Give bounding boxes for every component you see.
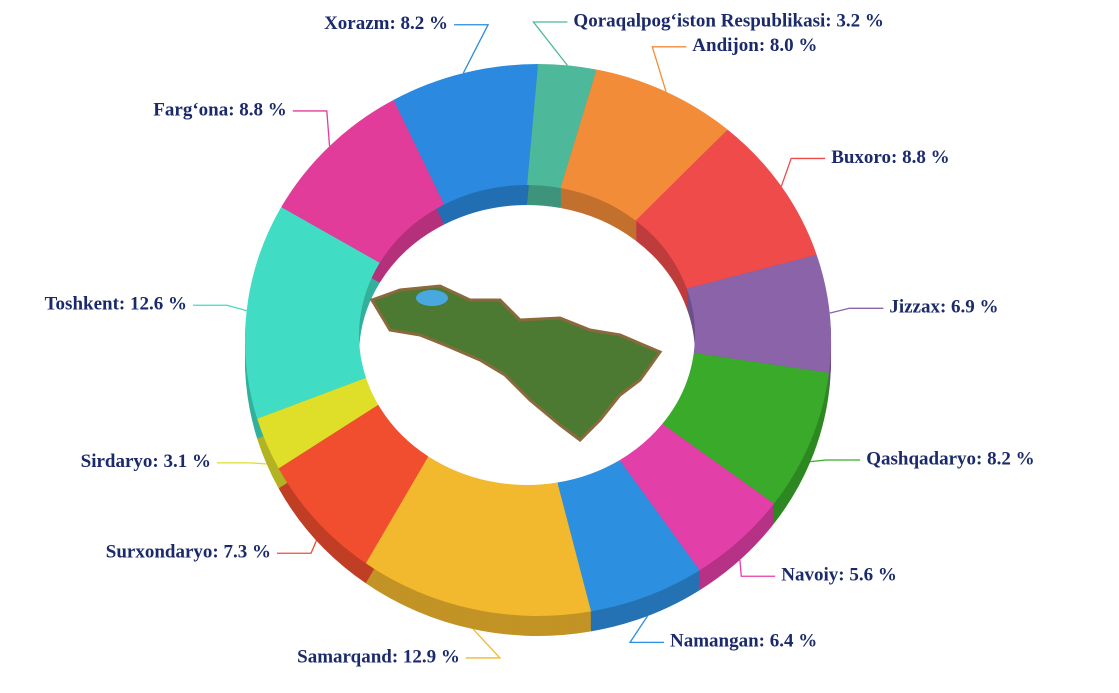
slice bbox=[365, 456, 592, 616]
slice bbox=[257, 377, 379, 469]
data-label: Qoraqalpog‘iston Respublikasi: 3.2 % bbox=[573, 10, 883, 31]
leader-line bbox=[739, 559, 776, 577]
leader-line bbox=[292, 110, 331, 147]
slices bbox=[245, 64, 831, 616]
leader-line bbox=[217, 462, 267, 465]
leader-line bbox=[780, 157, 826, 187]
data-label: Andijon: 8.0 % bbox=[692, 35, 817, 56]
leader-line bbox=[810, 459, 861, 463]
data-label: Toshkent: 12.6 % bbox=[45, 294, 187, 315]
data-label: Sirdaryo: 3.1 % bbox=[81, 451, 211, 472]
slice bbox=[662, 352, 829, 504]
slice bbox=[557, 460, 700, 612]
slice bbox=[393, 64, 538, 205]
slice bbox=[281, 99, 445, 263]
slice bbox=[560, 69, 728, 221]
leader-line bbox=[628, 615, 665, 643]
data-label: Buxoro: 8.8 % bbox=[831, 147, 949, 168]
slice bbox=[686, 254, 831, 373]
leader-line bbox=[532, 21, 568, 66]
labels: Qoraqalpog‘iston Respublikasi: 3.2 % Andi… bbox=[45, 10, 1035, 667]
data-label: Navoiy: 5.6 % bbox=[781, 565, 897, 586]
leader-line bbox=[829, 307, 884, 314]
data-label: Farg‘ona: 8.8 % bbox=[153, 99, 287, 120]
slice bbox=[635, 129, 817, 289]
slice bbox=[527, 64, 597, 189]
center-map bbox=[369, 284, 663, 442]
data-label: Namangan: 6.4 % bbox=[670, 631, 817, 652]
leader-line bbox=[277, 540, 317, 554]
data-label: Surxondaryo: 7.3 % bbox=[106, 542, 271, 563]
leader-line bbox=[651, 46, 687, 92]
data-label: Xorazm: 8.2 % bbox=[324, 13, 448, 34]
leader-line bbox=[465, 628, 502, 659]
leader-line bbox=[454, 24, 490, 74]
leader-line bbox=[193, 304, 247, 312]
data-label: Samarqand: 12.9 % bbox=[297, 646, 460, 667]
data-label: Jizzax: 6.9 % bbox=[889, 297, 998, 318]
data-label: Qashqadaryo: 8.2 % bbox=[866, 448, 1034, 469]
map-lake bbox=[416, 290, 448, 306]
map-illustration bbox=[369, 284, 663, 442]
slice bbox=[619, 423, 774, 571]
slice bbox=[278, 404, 429, 564]
slice bbox=[245, 207, 380, 419]
